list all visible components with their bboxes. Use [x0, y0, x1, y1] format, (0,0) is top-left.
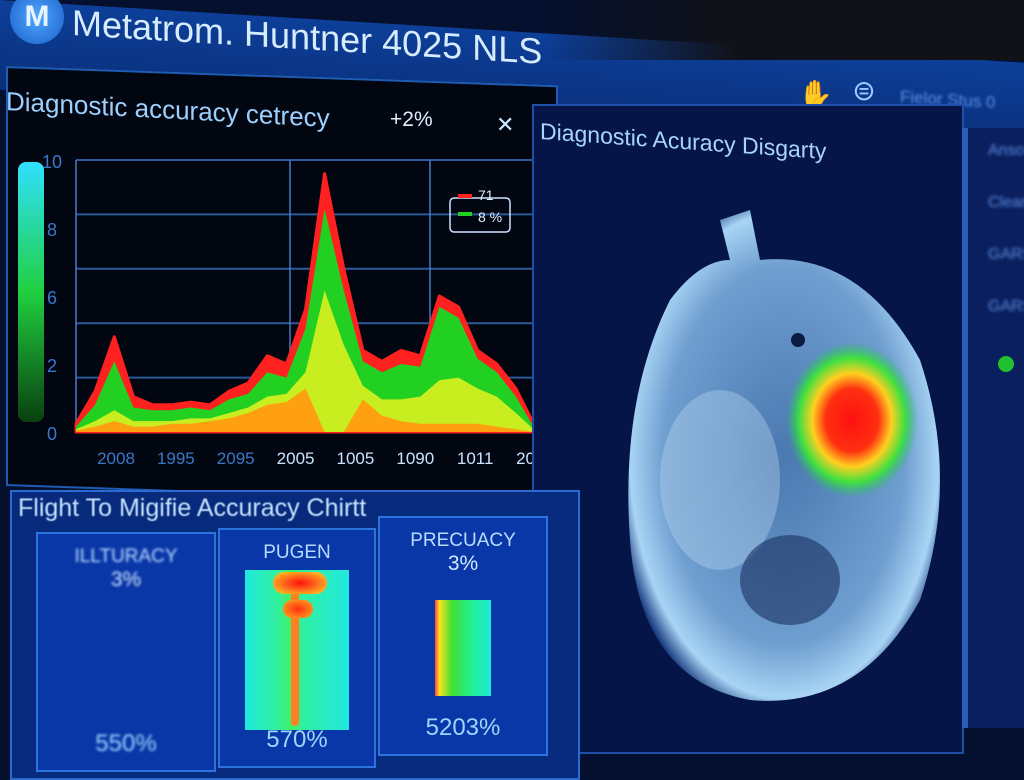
close-icon[interactable]: ✕ [496, 112, 515, 137]
legend-label: 8 % [478, 209, 502, 225]
legend-label: 71 [478, 187, 494, 203]
side-item[interactable]: Cleant [988, 194, 1024, 211]
side-panel: Anso Cleant GARS GARS [962, 128, 1024, 728]
x-tick-label: 1011 [457, 449, 494, 468]
metric-bottom-value: 570% [266, 726, 328, 753]
metric-card-pugen[interactable]: PUGEN 570% [218, 528, 376, 768]
metric-top-value: 3% [110, 568, 142, 591]
metric-label: PRECUACY [410, 530, 516, 551]
series-area-3 [76, 388, 535, 432]
side-item[interactable]: GARS [988, 298, 1024, 315]
globe-icon[interactable]: ⊜ [852, 75, 876, 106]
legend-swatch [458, 194, 472, 198]
status-indicator [998, 356, 1014, 372]
y-tick-label: 6 [47, 288, 57, 308]
metric-top-value: 3% [447, 552, 479, 575]
x-tick-label: 1995 [157, 449, 195, 468]
metric-label: ILLTURACY [74, 546, 178, 567]
metric-bottom-value: 550% [95, 730, 157, 757]
lesion-heatmap [786, 342, 918, 498]
monitor-bezel [544, 0, 1024, 60]
metric-bottom-value: 5203% [425, 714, 501, 741]
x-tick-label: 1005 [337, 449, 375, 468]
metric-label: PUGEN [263, 542, 331, 563]
y-tick-label: 8 [47, 220, 57, 240]
app-logo: M [10, 0, 64, 44]
y-tick-label: 0 [47, 424, 57, 444]
y-tick-label: 10 [42, 152, 62, 172]
metric-card-precuacy[interactable]: PRECUACY 3% 5203% [378, 516, 548, 756]
precuacy-gradient-bar [435, 600, 491, 696]
legend-swatch [458, 212, 472, 216]
series-area-1 [76, 209, 535, 432]
series-area-2 [76, 290, 535, 432]
y-tick-label: 2 [47, 356, 57, 376]
side-item[interactable]: GARS [988, 246, 1024, 263]
brain-tissue [628, 210, 940, 701]
x-tick-label: 2008 [97, 449, 135, 468]
pugen-heatmap [245, 570, 349, 730]
x-tick-label: 2095 [217, 449, 255, 468]
chart-legend: 718 % [449, 187, 511, 233]
side-item[interactable]: Anso [988, 142, 1024, 159]
brain-scan-image [628, 210, 940, 701]
metric-card-illturacy[interactable]: ILLTURACY 3% 550% [36, 532, 216, 772]
x-tick-label: 2005 [277, 449, 315, 468]
x-tick-label: 1090 [396, 449, 434, 468]
chart-delta: +2% [390, 108, 433, 131]
metrics-title: Flight To Migifie Accuracy Chirtt [18, 494, 367, 522]
color-scale-bar [18, 162, 44, 422]
